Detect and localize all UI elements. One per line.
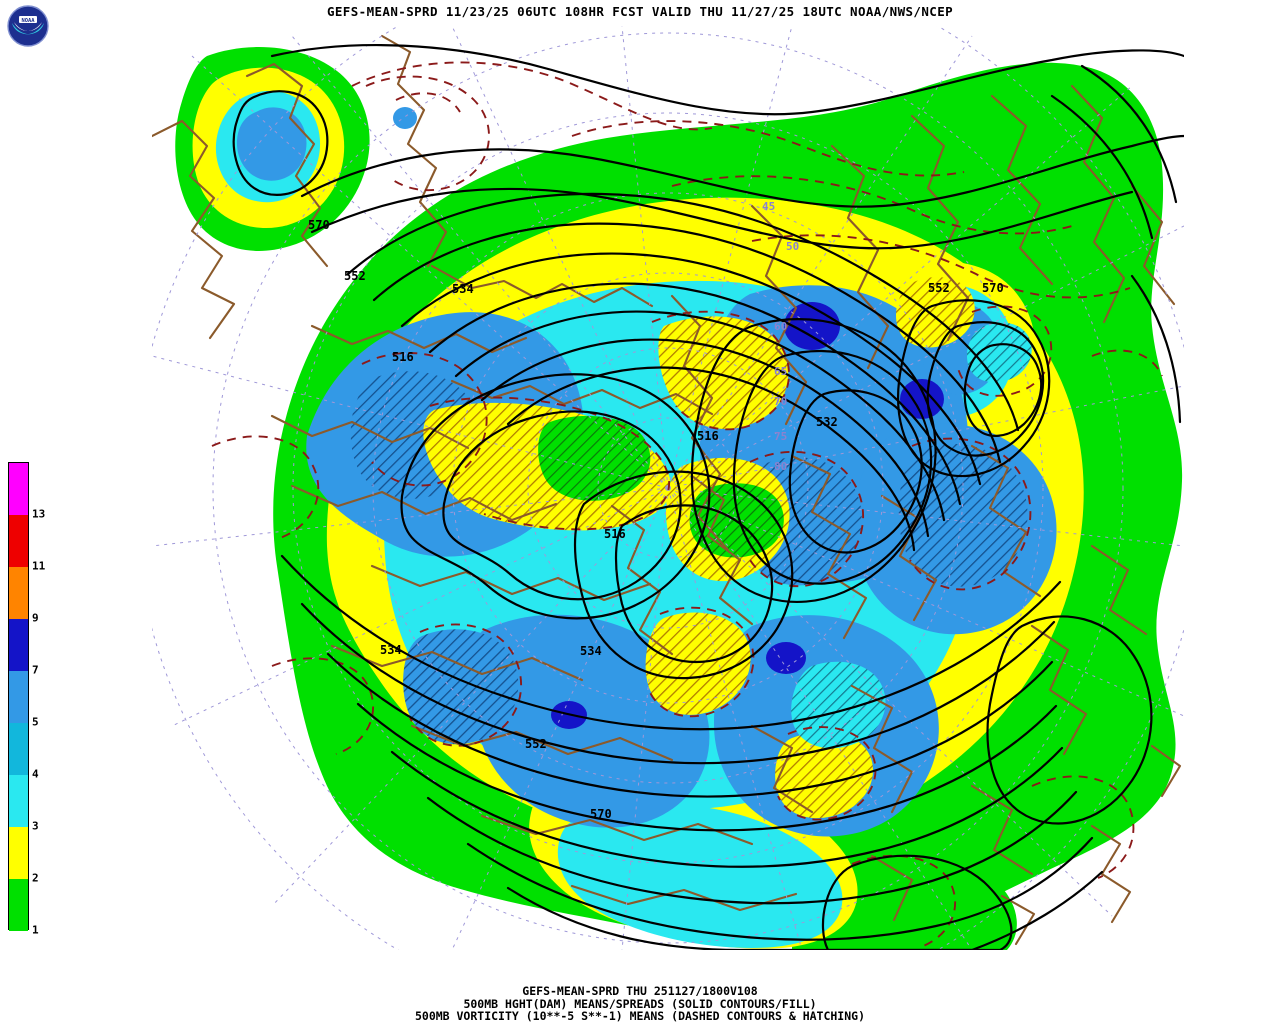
colorbar-tick-7: 7 [32, 663, 39, 677]
page-title: GEFS-MEAN-SPRD 11/23/25 06UTC 108HR FCST… [326, 4, 954, 19]
latlon-grid [152, 26, 1184, 950]
chart-caption: GEFS-MEAN-SPRD THU 251127/1800V108 500MB… [0, 985, 1280, 1023]
coastlines [152, 34, 1182, 946]
caption-line-2: 500MB HGHT(DAM) MEANS/SPREADS (SOLID CON… [463, 996, 817, 1011]
colorbar-tick-3: 3 [32, 819, 39, 833]
colorbar-tick-9: 9 [32, 611, 39, 625]
height-contours [232, 43, 1184, 950]
caption-line-3: 500MB VORTICITY (10**-5 S**-1) MEANS (DA… [414, 1009, 866, 1023]
colorbar-gradient [8, 462, 29, 931]
colorbar-band-11-13 [9, 515, 28, 567]
colorbar-band-13plus [9, 463, 28, 515]
noaa-logo-text: NOAA [22, 18, 36, 24]
colorbar-tick-2: 2 [32, 871, 39, 885]
caption-line-1: GEFS-MEAN-SPRD THU 251127/1800V108 [522, 984, 758, 998]
colorbar-band-4-5 [9, 723, 28, 775]
colorbar: 13 11 9 7 5 4 3 2 1 [8, 462, 54, 936]
colorbar-band-9-11 [9, 567, 28, 619]
noaa-logo: NOAA [6, 4, 50, 48]
colorbar-band-1-2 [9, 879, 28, 931]
map-svg [152, 26, 1184, 950]
colorbar-band-2-3 [9, 827, 28, 879]
colorbar-tick-4: 4 [32, 767, 39, 781]
colorbar-tick-5: 5 [32, 715, 39, 729]
colorbar-band-7-9 [9, 619, 28, 671]
map-plot-area: 570 552 534 516 552 570 532 516 516 534 … [152, 26, 1184, 950]
colorbar-tick-13: 13 [32, 507, 46, 521]
colorbar-tick-11: 11 [32, 559, 46, 573]
colorbar-band-3-4 [9, 775, 28, 827]
colorbar-band-5-7 [9, 671, 28, 723]
colorbar-tick-1: 1 [32, 923, 39, 937]
